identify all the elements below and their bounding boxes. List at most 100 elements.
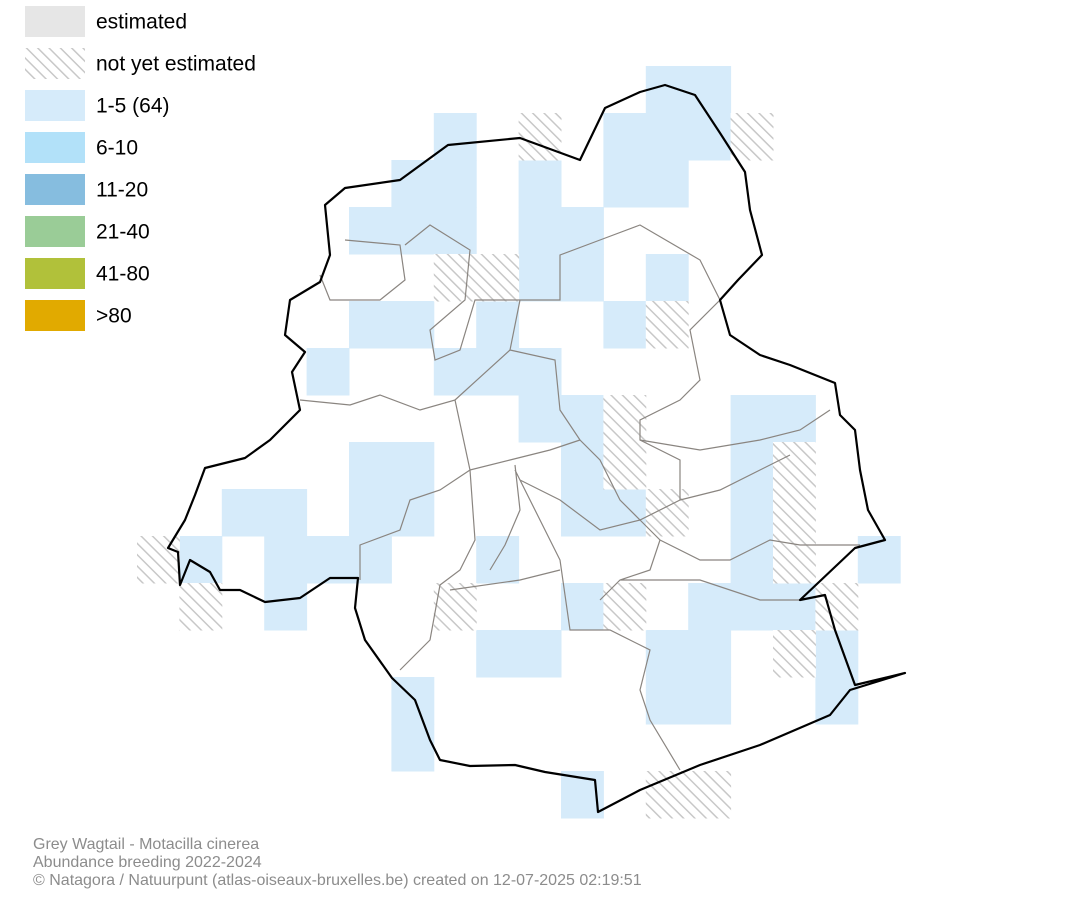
grid-cell [518,254,562,302]
grid-cell [391,207,435,255]
grid-cells [137,66,901,819]
grid-cell [264,536,308,584]
grid-cell [391,442,435,490]
grid-cell [264,583,308,631]
grid-cell [857,536,901,584]
grid-cell [561,442,604,490]
grid-cell-hatched [603,395,647,443]
grid-cell-hatched [773,536,816,584]
grid-cell [561,395,604,443]
grid-cell [603,160,647,208]
grid-cell [645,113,689,161]
grid-cell-hatched [433,254,477,302]
grid-cell [391,301,435,349]
legend-label: 11-20 [96,179,148,202]
grid-cell [476,348,520,396]
footer: Grey Wagtail - Motacilla cinereaAbundanc… [33,836,642,889]
grid-cell [730,395,774,443]
grid-cell [561,583,604,631]
grid-cell-hatched [645,301,689,349]
legend-swatch [25,258,85,289]
grid-cell-hatched [773,489,816,537]
legend-label: estimated [96,11,187,34]
grid-cell [561,254,604,302]
grid-cell [433,348,477,396]
grid-cell [603,489,647,537]
grid-cell [433,160,477,208]
grid-cell [730,536,774,584]
grid-cell [306,348,350,396]
footer-line: Grey Wagtail - Motacilla cinerea [33,836,259,853]
legend-swatch [25,300,85,331]
legend-label: 6-10 [96,137,138,160]
grid-cell [518,207,562,255]
grid-cell-hatched [137,536,180,584]
grid-cell [349,489,392,537]
grid-cell [349,301,392,349]
legend-label: 21-40 [96,221,150,244]
legend: estimated not yet estimated 1-5 (64) 6-10 11… [25,6,256,331]
grid-cell [645,677,689,725]
grid-cell [264,489,308,537]
grid-cell-hatched [773,442,816,490]
grid-cell [349,536,392,584]
grid-cell [221,489,265,537]
grid-cell [349,442,392,490]
grid-cell [688,113,732,161]
grid-cell-hatched [179,583,223,631]
grid-cell [518,348,562,396]
grid-cell [391,160,435,208]
footer-line: Abundance breeding 2022-2024 [33,854,262,871]
grid-cell [645,254,689,302]
legend-label: 41-80 [96,263,150,286]
region-outline [166,83,907,814]
grid-cell [518,395,562,443]
grid-cell [561,489,604,537]
legend-swatch [25,216,85,247]
grid-cell [476,536,520,584]
grid-cell [476,301,520,349]
grid-cell [179,536,223,584]
grid-cell-hatched [476,254,520,302]
grid-cell [730,583,774,631]
grid-cell [730,442,774,490]
grid-cell-hatched [773,630,816,678]
footer-line: © Natagora / Natuurpunt (atlas-oiseaux-b… [33,872,642,889]
legend-label: not yet estimated [96,53,256,76]
grid-cell [603,113,647,161]
legend-label: 1-5 (64) [96,95,170,118]
legend-swatch [25,90,85,121]
grid-cell-hatched [688,771,732,819]
grid-cell [561,207,604,255]
grid-cell [349,207,392,255]
grid-cell [518,160,562,208]
grid-cell [688,66,732,114]
grid-cell [433,113,477,161]
grid-cell [433,207,477,255]
grid-cell [391,489,435,537]
grid-cell-hatched [603,442,647,490]
grid-cell [306,536,350,584]
grid-cell [645,630,689,678]
legend-swatch [25,6,85,37]
legend-swatch [25,48,85,79]
grid-cell-hatched [518,113,562,161]
grid-cell [476,630,520,678]
legend-swatch [25,132,85,163]
grid-cell [688,677,732,725]
municipal-borders [299,224,860,771]
grid-cell [815,677,859,725]
grid-cell [688,630,732,678]
legend-label: >80 [96,305,132,328]
grid-cell-hatched [815,583,859,631]
grid-cell [688,583,732,631]
grid-cell-hatched [730,113,774,161]
grid-cell-hatched [645,489,689,537]
grid-cell [645,160,689,208]
grid-cell-hatched [603,583,647,631]
legend-swatch [25,174,85,205]
grid-cell [603,301,647,349]
grid-cell [730,489,774,537]
